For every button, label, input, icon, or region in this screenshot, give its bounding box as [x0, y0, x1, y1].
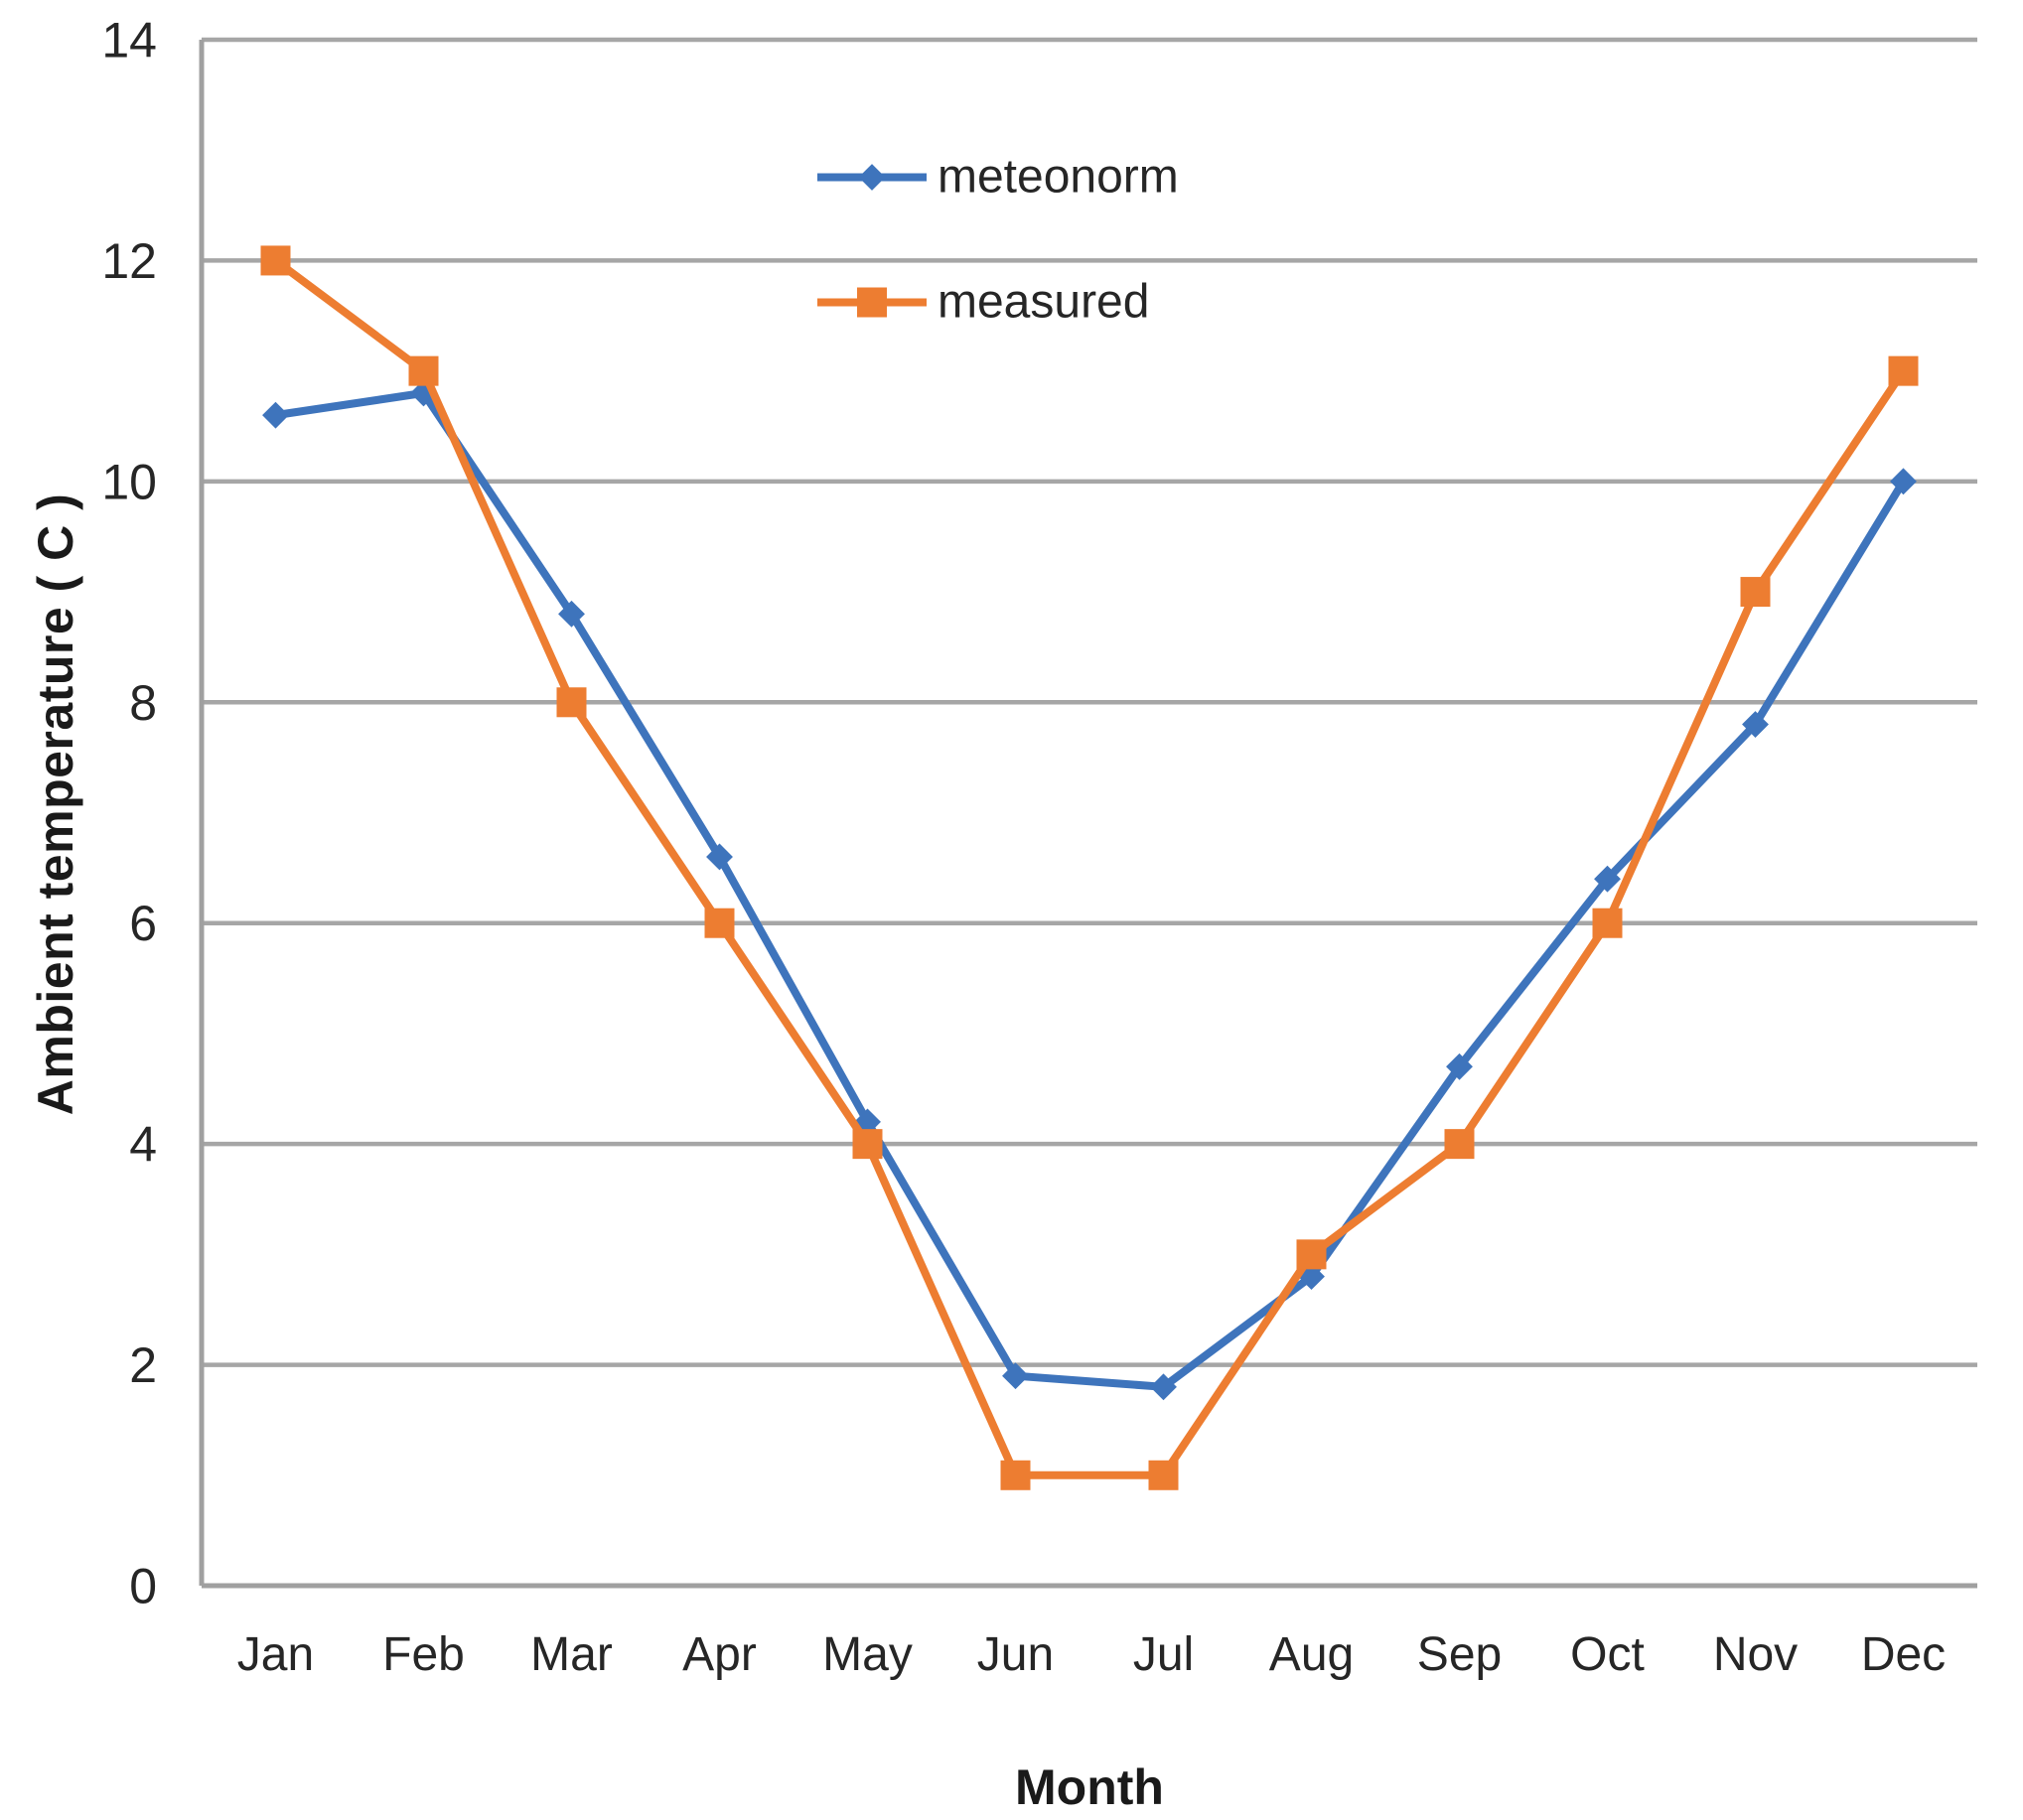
y-tick-label-6: 6 [129, 896, 157, 951]
x-tick-label-jan: Jan [237, 1628, 314, 1681]
x-tick-label-dec: Dec [1861, 1628, 1946, 1681]
marker-measured-may [852, 1129, 883, 1160]
marker-measured-apr [704, 908, 735, 938]
y-tick-label-12: 12 [101, 233, 157, 289]
square-marker-icon [857, 287, 887, 317]
legend-item-measured: measured [817, 275, 1149, 330]
series-line-measured [271, 256, 1908, 1479]
marker-meteonorm-oct [1594, 865, 1621, 893]
y-axis-title: Ambient temperature ( C ) [28, 492, 83, 1116]
legend-label-meteonorm: meteonorm [938, 150, 1179, 204]
y-tick-label-4: 4 [129, 1117, 157, 1173]
x-tick-label-jun: Jun [977, 1628, 1054, 1681]
meteonorm-line-swatch [817, 163, 927, 191]
x-tick-label-nov: Nov [1713, 1628, 1798, 1681]
marker-meteonorm-nov [1742, 711, 1769, 738]
x-tick-label-may: May [822, 1628, 913, 1681]
x-tick-label-jul: Jul [1133, 1628, 1194, 1681]
marker-meteonorm-apr [706, 843, 733, 871]
y-tick-label-8: 8 [129, 675, 157, 731]
measured-line-swatch [817, 287, 927, 317]
marker-meteonorm-sep [1446, 1052, 1473, 1080]
x-tick-label-feb: Feb [382, 1628, 465, 1681]
x-tick-label-mar: Mar [530, 1628, 613, 1681]
x-axis-title: Month [1015, 1759, 1164, 1815]
x-tick-label-aug: Aug [1269, 1628, 1354, 1681]
marker-measured-jun [1000, 1460, 1031, 1490]
x-tick-label-sep: Sep [1417, 1628, 1502, 1681]
x-tick-label-oct: Oct [1570, 1628, 1645, 1681]
marker-measured-dec [1888, 355, 1919, 386]
marker-meteonorm-jun [1002, 1362, 1029, 1390]
y-tick-label-2: 2 [129, 1337, 157, 1393]
marker-measured-jan [260, 245, 291, 276]
y-tick-label-14: 14 [101, 13, 157, 69]
marker-meteonorm-jul [1150, 1373, 1177, 1401]
marker-measured-aug [1296, 1239, 1327, 1270]
series-line-meteonorm [271, 388, 1908, 1391]
marker-measured-feb [408, 355, 439, 386]
marker-measured-nov [1740, 577, 1771, 608]
x-tick-label-apr: Apr [682, 1628, 757, 1681]
marker-measured-oct [1592, 908, 1623, 938]
y-tick-label-10: 10 [101, 454, 157, 509]
y-tick-label-0: 0 [129, 1559, 157, 1614]
marker-measured-sep [1444, 1129, 1475, 1160]
marker-meteonorm-jan [262, 401, 289, 429]
legend-label-measured: measured [938, 275, 1150, 329]
legend-item-meteonorm: meteonorm [817, 150, 1179, 205]
marker-meteonorm-mar [558, 600, 585, 628]
diamond-marker-icon [858, 163, 886, 191]
marker-measured-jul [1148, 1460, 1179, 1490]
marker-measured-mar [556, 687, 587, 718]
